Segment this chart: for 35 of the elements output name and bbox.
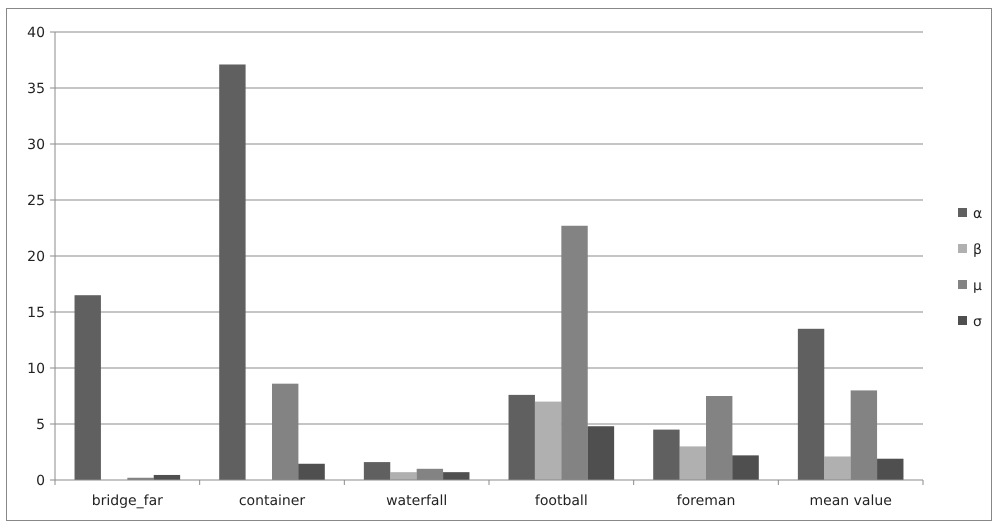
bar xyxy=(154,474,180,480)
y-tick-label: 40 xyxy=(27,24,45,41)
x-tick-label: football xyxy=(534,493,588,509)
bar xyxy=(588,426,614,480)
x-tick-label: mean value xyxy=(809,493,892,509)
x-tick-label: foreman xyxy=(676,493,736,509)
bar xyxy=(877,458,904,480)
y-tick-label: 10 xyxy=(27,360,45,377)
y-tick-label: 5 xyxy=(36,416,45,433)
legend-label: α xyxy=(973,206,982,222)
x-tick-label: bridge_far xyxy=(92,493,164,509)
legend-label: μ xyxy=(973,278,982,294)
bar xyxy=(824,456,851,480)
bar xyxy=(653,430,680,480)
bar xyxy=(298,464,325,480)
bar xyxy=(390,472,417,480)
y-tick-label: 0 xyxy=(36,472,45,489)
bar xyxy=(508,394,535,480)
x-tick-label: waterfall xyxy=(386,493,448,509)
bar xyxy=(680,446,706,480)
bar xyxy=(534,402,562,480)
bar xyxy=(732,455,759,480)
y-tick-label: 35 xyxy=(27,80,45,97)
legend-label: β xyxy=(973,242,982,258)
y-tick-label: 30 xyxy=(27,136,45,153)
bar xyxy=(74,295,101,480)
y-tick-label: 20 xyxy=(27,248,45,265)
bar xyxy=(798,328,824,480)
x-tick-label: container xyxy=(238,493,306,509)
y-tick-label: 15 xyxy=(27,304,45,321)
y-tick-label: 25 xyxy=(27,192,45,209)
bar xyxy=(443,472,470,480)
bar xyxy=(364,462,390,480)
bar xyxy=(219,64,246,480)
legend-label: σ xyxy=(973,314,982,330)
